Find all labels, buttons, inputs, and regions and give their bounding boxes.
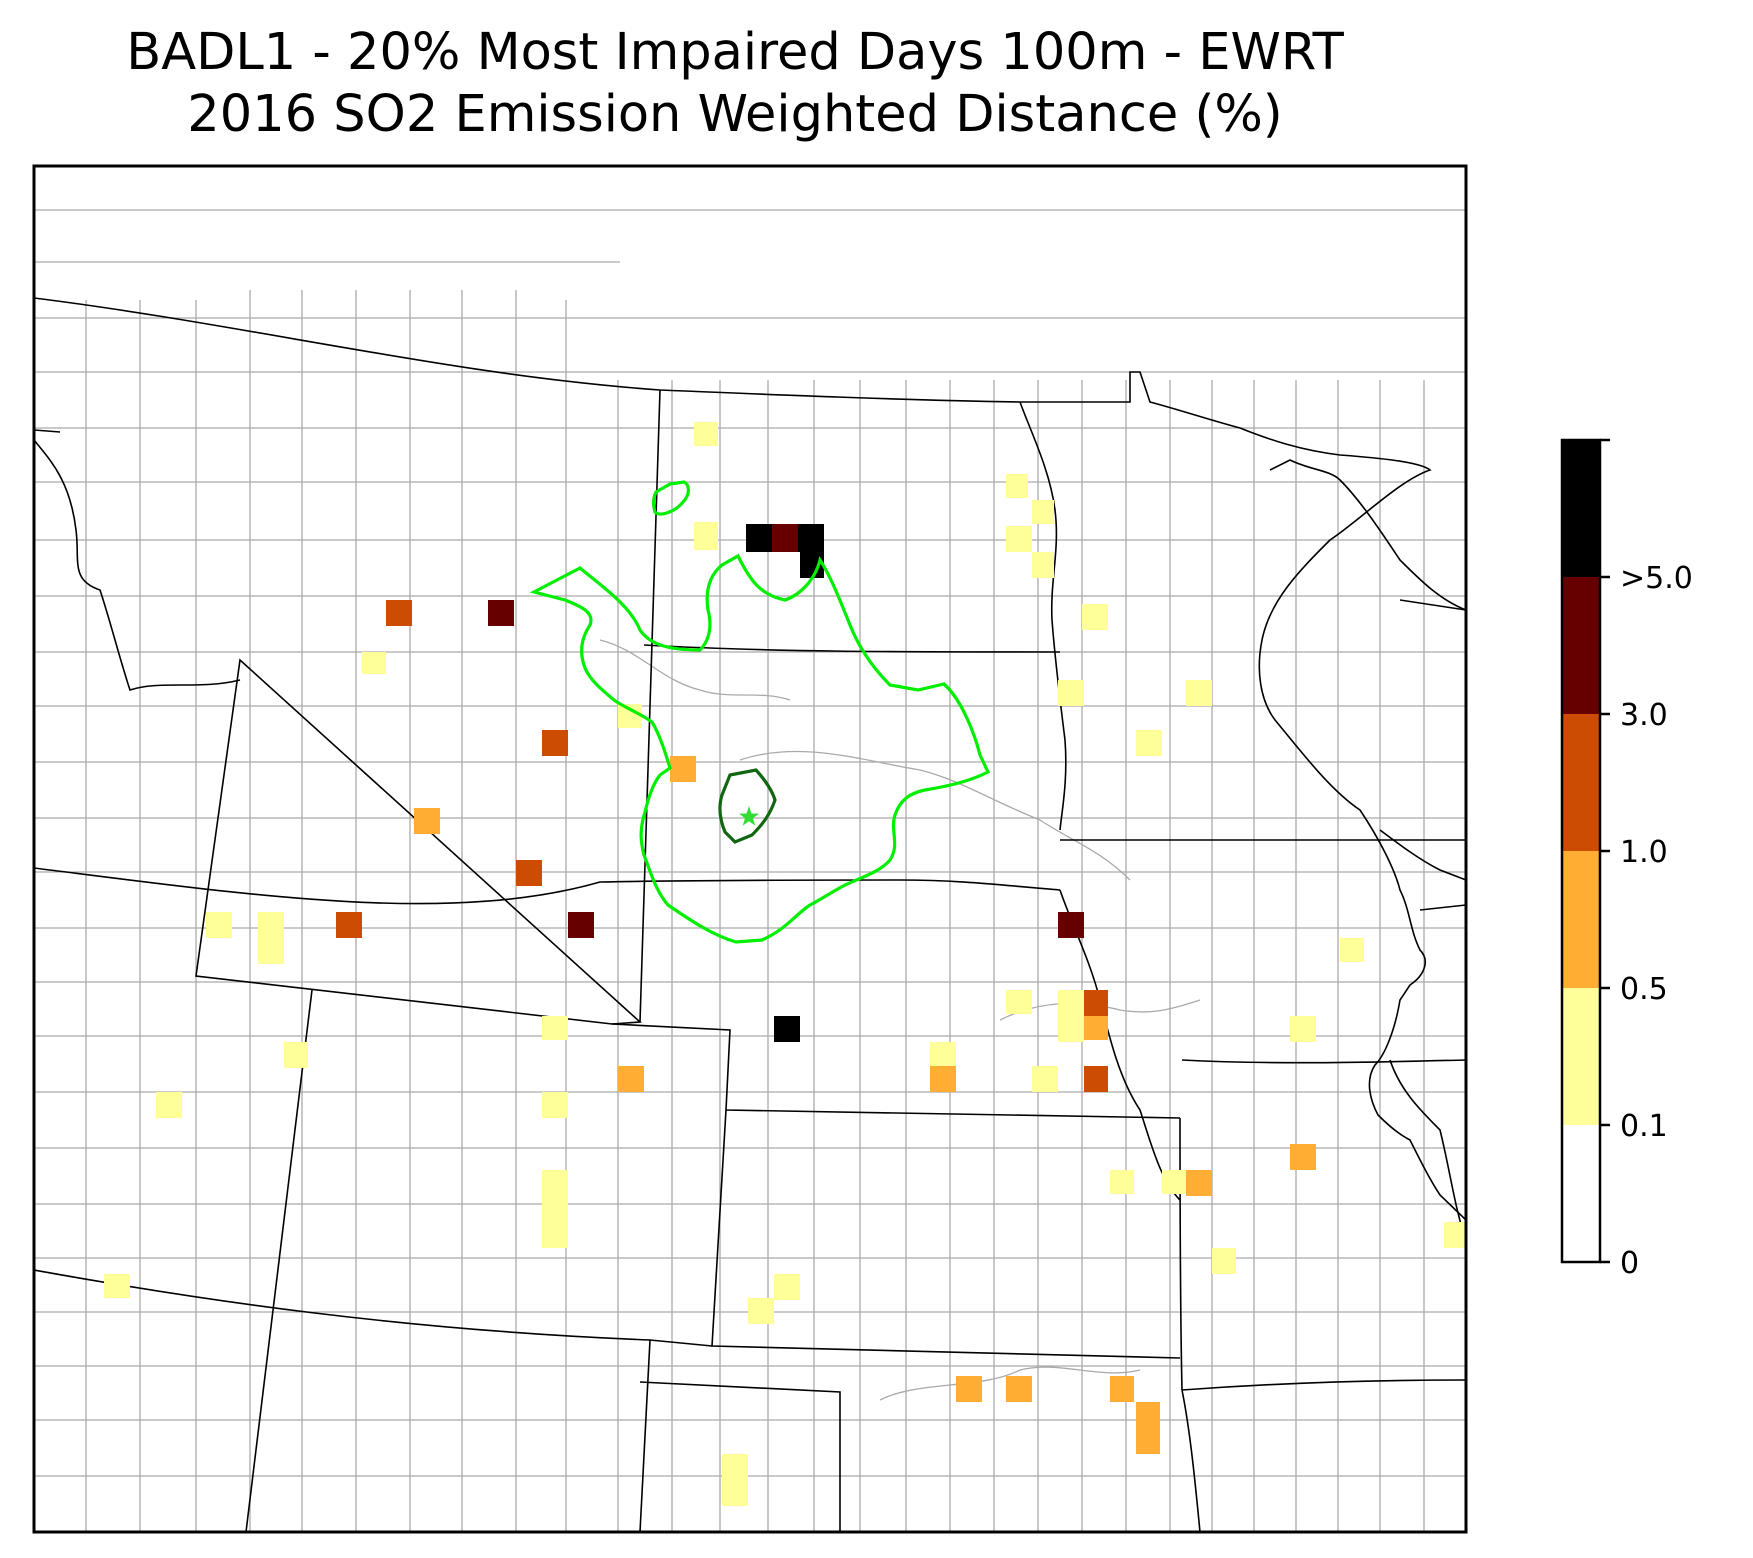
emission-cell <box>694 422 718 446</box>
colorbar-label-0-1: 0.1 <box>1620 1109 1668 1144</box>
emission-cell <box>1186 1170 1212 1196</box>
title-line-1: BADL1 - 20% Most Impaired Days 100m - EW… <box>126 23 1344 82</box>
emission-cell <box>336 912 362 938</box>
emission-cell <box>568 912 594 938</box>
map-frame <box>32 164 1468 1534</box>
emission-cell <box>1136 730 1162 756</box>
emission-cell <box>206 912 232 938</box>
emission-cell <box>956 1376 982 1402</box>
emission-cell <box>798 524 824 552</box>
emission-cell <box>1340 938 1364 962</box>
emission-cell <box>386 600 412 626</box>
star-icon <box>739 806 759 826</box>
colorbar-bin <box>1562 714 1600 851</box>
emission-cell <box>774 1274 800 1300</box>
emission-cell <box>774 1016 800 1042</box>
colorbar-label-gt5: >5.0 <box>1620 561 1693 596</box>
emission-cell <box>542 730 568 756</box>
emission-cell <box>1110 1376 1134 1402</box>
emission-cell <box>1032 552 1054 578</box>
emission-cell <box>722 1454 748 1506</box>
colorbar-bin <box>1562 1125 1600 1262</box>
emission-cell <box>414 808 440 834</box>
state-boundaries <box>34 297 1466 1532</box>
emission-cell <box>618 1066 644 1092</box>
contour-lines <box>529 480 991 944</box>
emission-cell <box>748 1298 774 1324</box>
emission-cell <box>1084 1066 1108 1092</box>
emission-cell <box>1058 912 1084 938</box>
map-title: BADL1 - 20% Most Impaired Days 100m - EW… <box>0 22 1470 146</box>
emission-cell <box>1290 1016 1316 1042</box>
title-line-2: 2016 SO2 Emission Weighted Distance (%) <box>187 85 1283 144</box>
county-boundaries <box>34 209 1466 1532</box>
emission-cell <box>1058 680 1084 706</box>
colorbar-bin <box>1562 577 1600 714</box>
colorbar-bin <box>1562 988 1600 1125</box>
outer-contour <box>529 553 991 944</box>
emission-cell <box>670 756 696 782</box>
emission-cell <box>1084 1016 1108 1040</box>
map-panel <box>34 166 1466 1532</box>
colorbar-label-3: 3.0 <box>1620 698 1668 733</box>
emission-cell <box>1290 1144 1316 1170</box>
emission-cell <box>1162 1170 1186 1194</box>
colorbar-label-0-5: 0.5 <box>1620 972 1668 1007</box>
emission-cell <box>1082 604 1108 630</box>
emission-cell <box>1084 990 1108 1016</box>
emission-cell <box>694 522 718 550</box>
emission-cell <box>516 860 542 886</box>
emission-cell <box>1006 474 1028 498</box>
emission-cell <box>542 1092 568 1118</box>
emission-cell <box>542 1170 568 1248</box>
emission-cell <box>1032 1066 1058 1092</box>
colorbar: >5.0 3.0 1.0 0.5 0.1 0 <box>1560 438 1693 1281</box>
emission-cells <box>104 422 1466 1506</box>
emission-cell <box>772 524 798 552</box>
emission-cell <box>1212 1248 1236 1274</box>
emission-cell <box>746 524 772 552</box>
emission-cell <box>1006 990 1032 1014</box>
colorbar-bin <box>1562 440 1600 577</box>
emission-cell <box>1006 526 1032 552</box>
colorbar-label-1: 1.0 <box>1620 835 1668 870</box>
emission-cell <box>1032 500 1054 524</box>
emission-cell <box>1006 1376 1032 1402</box>
colorbar-ticks <box>1600 438 1610 1264</box>
emission-cell <box>800 552 824 578</box>
emission-cell <box>362 652 386 674</box>
emission-cell <box>1058 990 1084 1042</box>
emission-cell <box>930 1066 956 1092</box>
emission-cell <box>542 1016 568 1040</box>
emission-cell <box>258 912 284 964</box>
emission-cell <box>1136 1402 1160 1454</box>
emission-cell <box>930 1042 956 1066</box>
emission-cell <box>284 1042 308 1068</box>
colorbar-bin <box>1562 851 1600 988</box>
emission-cell <box>1110 1170 1134 1194</box>
emission-cell <box>488 600 514 626</box>
emission-cell <box>1186 680 1212 706</box>
north-contour <box>652 480 690 516</box>
emission-cell <box>104 1274 130 1298</box>
inner-contour <box>718 768 777 844</box>
emission-cell <box>1444 1222 1466 1248</box>
emission-cell <box>156 1092 182 1118</box>
colorbar-label-0: 0 <box>1620 1246 1639 1281</box>
